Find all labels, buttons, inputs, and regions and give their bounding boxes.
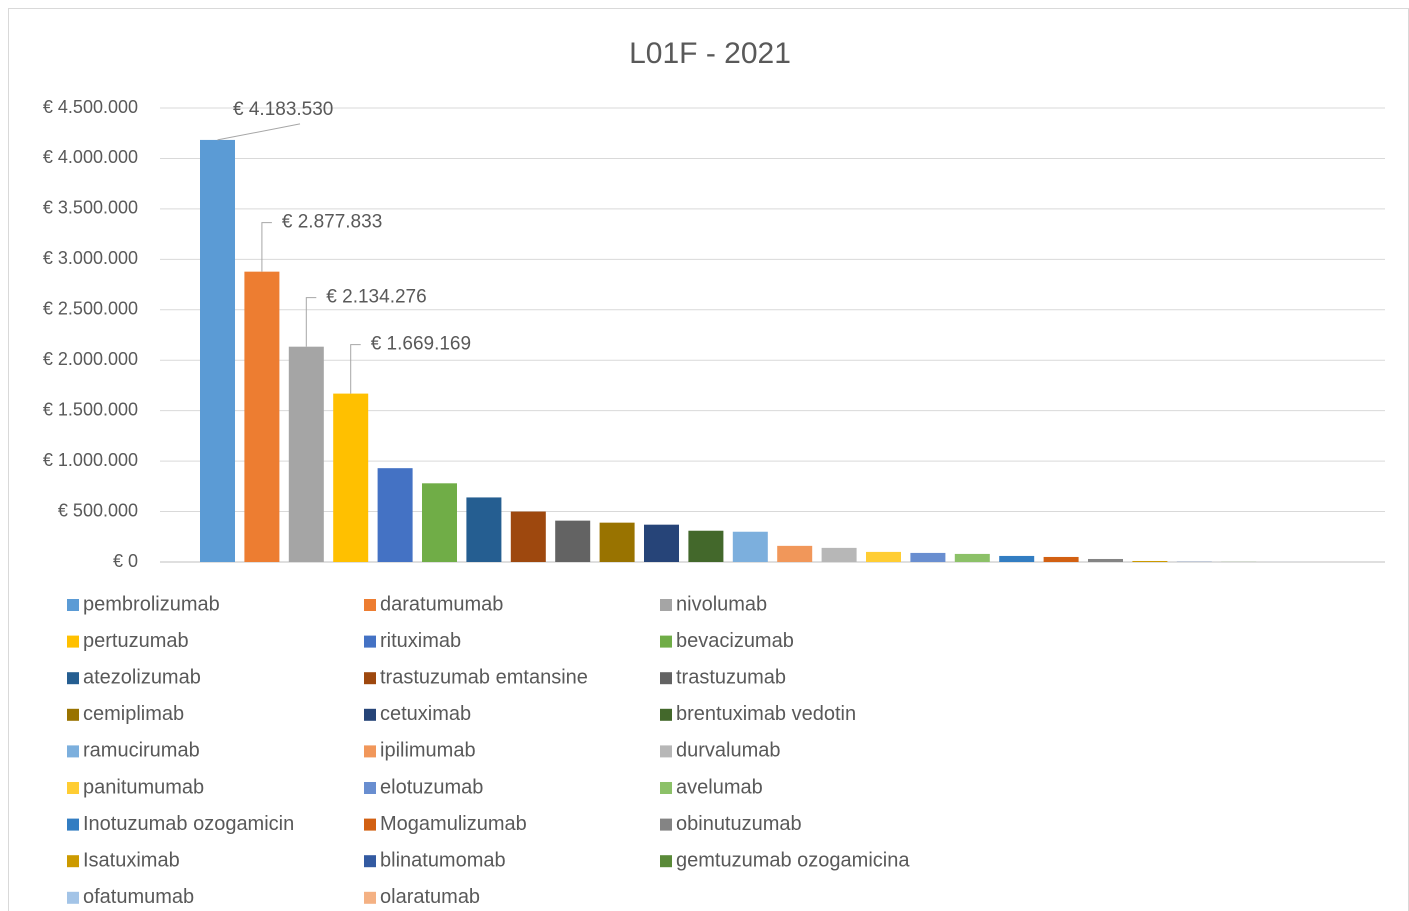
legend-swatch — [67, 855, 79, 868]
data-label: € 1.669.169 — [371, 334, 471, 355]
legend-swatch — [67, 672, 79, 685]
bar — [1132, 560, 1168, 562]
legend-label: Isatuximab — [83, 849, 180, 871]
data-label: € 2.134.276 — [326, 287, 426, 308]
legend-swatch — [660, 635, 672, 648]
legend-swatch — [660, 782, 672, 794]
leader-line — [261, 222, 272, 272]
legend-swatch — [67, 782, 79, 794]
chart-title: L01F - 2021 — [629, 37, 791, 70]
bar — [910, 552, 946, 562]
legend-swatch — [67, 635, 79, 648]
legend-label: Inotuzumab ozogamicin — [83, 813, 294, 835]
y-tick-label: € 2.000.000 — [43, 349, 138, 369]
bar — [244, 271, 280, 562]
legend-label: obinutuzumab — [676, 813, 802, 835]
legend-swatch — [364, 745, 376, 758]
leader-line — [305, 297, 317, 347]
leader-line — [350, 344, 361, 394]
bar — [466, 497, 502, 562]
legend-swatch — [364, 672, 376, 685]
legend-swatch — [67, 745, 79, 758]
legend-swatch — [364, 635, 376, 648]
data-label: € 2.877.833 — [282, 212, 382, 233]
bar — [866, 551, 901, 562]
y-tick-label: € 3.500.000 — [43, 198, 138, 218]
legend-swatch — [364, 782, 376, 794]
bar — [377, 468, 413, 562]
legend-label: olaratumab — [380, 886, 480, 908]
legend-swatch — [364, 855, 376, 868]
y-tick-label: € 2.500.000 — [43, 299, 138, 319]
legend-swatch — [364, 818, 376, 831]
legend-swatch — [660, 599, 672, 611]
y-tick-label: € 3.000.000 — [43, 248, 138, 268]
legend-label: ofatumumab — [83, 886, 194, 908]
bar — [954, 553, 990, 562]
legend-swatch — [660, 855, 672, 868]
legend-label: atezolizumab — [83, 666, 201, 688]
legend-label: trastuzumab emtansine — [380, 666, 588, 688]
legend-label: ipilimumab — [380, 740, 476, 762]
legend-swatch — [660, 708, 672, 721]
data-label: € 4.183.530 — [233, 99, 333, 120]
legend-label: avelumab — [676, 776, 763, 798]
y-tick-label: € 1.500.000 — [43, 399, 138, 419]
bar — [599, 522, 635, 562]
y-tick-label: € 4.000.000 — [43, 147, 138, 167]
bar — [821, 547, 857, 562]
legend-label: Mogamulizumab — [380, 813, 527, 835]
legend-label: bevacizumab — [676, 630, 794, 652]
bar — [777, 545, 813, 562]
bar — [510, 511, 546, 562]
bar — [422, 483, 457, 562]
legend-swatch — [67, 599, 79, 611]
legend-swatch — [660, 818, 672, 831]
y-tick-label: € 500.000 — [58, 500, 138, 520]
bar — [732, 531, 768, 562]
bar — [555, 520, 591, 562]
legend-label: pembrolizumab — [83, 593, 220, 615]
legend-label: durvalumab — [676, 740, 781, 762]
legend-label: gemtuzumab ozogamicina — [676, 849, 910, 871]
legend-label: blinatumomab — [380, 849, 506, 871]
legend-label: rituximab — [380, 630, 461, 652]
y-tick-label: € 0 — [113, 551, 138, 571]
bar — [999, 555, 1035, 562]
y-tick-label: € 4.500.000 — [43, 97, 138, 117]
legend-label: trastuzumab — [676, 666, 786, 688]
legend-label: brentuximab vedotin — [676, 703, 856, 725]
bar — [688, 530, 724, 562]
legend-label: ramucirumab — [83, 740, 200, 762]
bar — [1088, 558, 1123, 562]
legend-swatch — [364, 599, 376, 611]
bar — [333, 393, 369, 562]
legend-label: cemiplimab — [83, 703, 184, 725]
legend-swatch — [67, 708, 79, 721]
legend-swatch — [67, 891, 79, 904]
legend-label: elotuzumab — [380, 776, 483, 798]
leader-line — [217, 123, 301, 141]
legend-swatch — [364, 891, 376, 904]
bar — [644, 524, 679, 562]
y-tick-label: € 1.000.000 — [43, 450, 138, 470]
bar — [1043, 556, 1079, 562]
legend-label: pertuzumab — [83, 630, 189, 652]
bar — [200, 139, 235, 562]
legend-label: daratumumab — [380, 593, 503, 615]
legend-label: cetuximab — [380, 703, 471, 725]
legend-swatch — [660, 672, 672, 685]
legend-swatch — [364, 708, 376, 721]
legend-label: panitumumab — [83, 776, 204, 798]
legend-swatch — [67, 818, 79, 831]
bar — [288, 346, 324, 562]
legend-swatch — [660, 745, 672, 758]
legend-label: nivolumab — [676, 593, 767, 615]
